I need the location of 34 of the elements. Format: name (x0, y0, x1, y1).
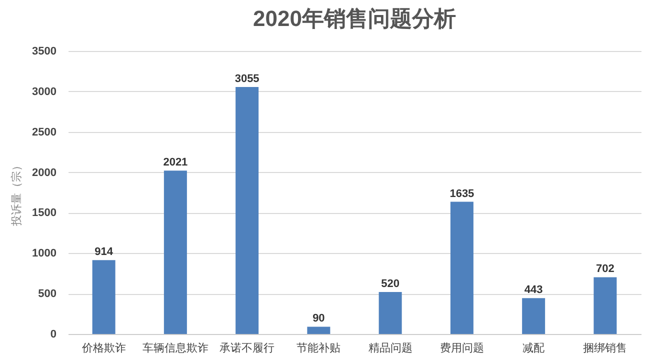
y-tick-label: 500 (38, 288, 56, 300)
chart-title: 2020年销售问题分析 (253, 6, 456, 31)
y-tick-label: 2500 (32, 126, 56, 138)
data-label: 1635 (450, 188, 474, 200)
x-tick-label: 节能补贴 (296, 342, 341, 354)
x-tick-label: 车辆信息欺诈 (142, 342, 208, 354)
data-label: 702 (596, 263, 614, 276)
data-label: 3055 (234, 72, 260, 85)
x-tick-label: 承诺不履行 (220, 342, 275, 354)
bar (307, 326, 330, 334)
x-tick-label: 捆绑销售 (583, 342, 628, 354)
x-tick-label: 费用问题 (440, 342, 484, 354)
y-tick-label: 3000 (32, 86, 56, 98)
bar (164, 170, 187, 334)
y-tick-label: 3500 (32, 46, 56, 58)
y-tick-label: 0 (50, 328, 56, 340)
data-label: 2021 (163, 156, 188, 169)
bar (522, 298, 546, 334)
x-tick-label: 减配 (522, 342, 545, 354)
y-tick-label: 2000 (32, 166, 56, 179)
data-label: 914 (94, 246, 114, 258)
x-tick-label: 价格欺诈 (80, 342, 126, 354)
x-tick-label: 精品问题 (368, 342, 412, 354)
bar (92, 260, 116, 334)
y-tick-label: 1000 (32, 248, 56, 260)
data-label: 520 (381, 278, 400, 290)
data-label: 443 (524, 284, 543, 296)
bar (450, 202, 474, 334)
bar (594, 277, 617, 334)
bar (378, 292, 402, 334)
bar (236, 86, 259, 334)
data-label: 90 (312, 312, 325, 325)
y-tick-label: 1500 (32, 207, 56, 220)
y-axis-title: 投诉量（宗） (10, 160, 24, 227)
